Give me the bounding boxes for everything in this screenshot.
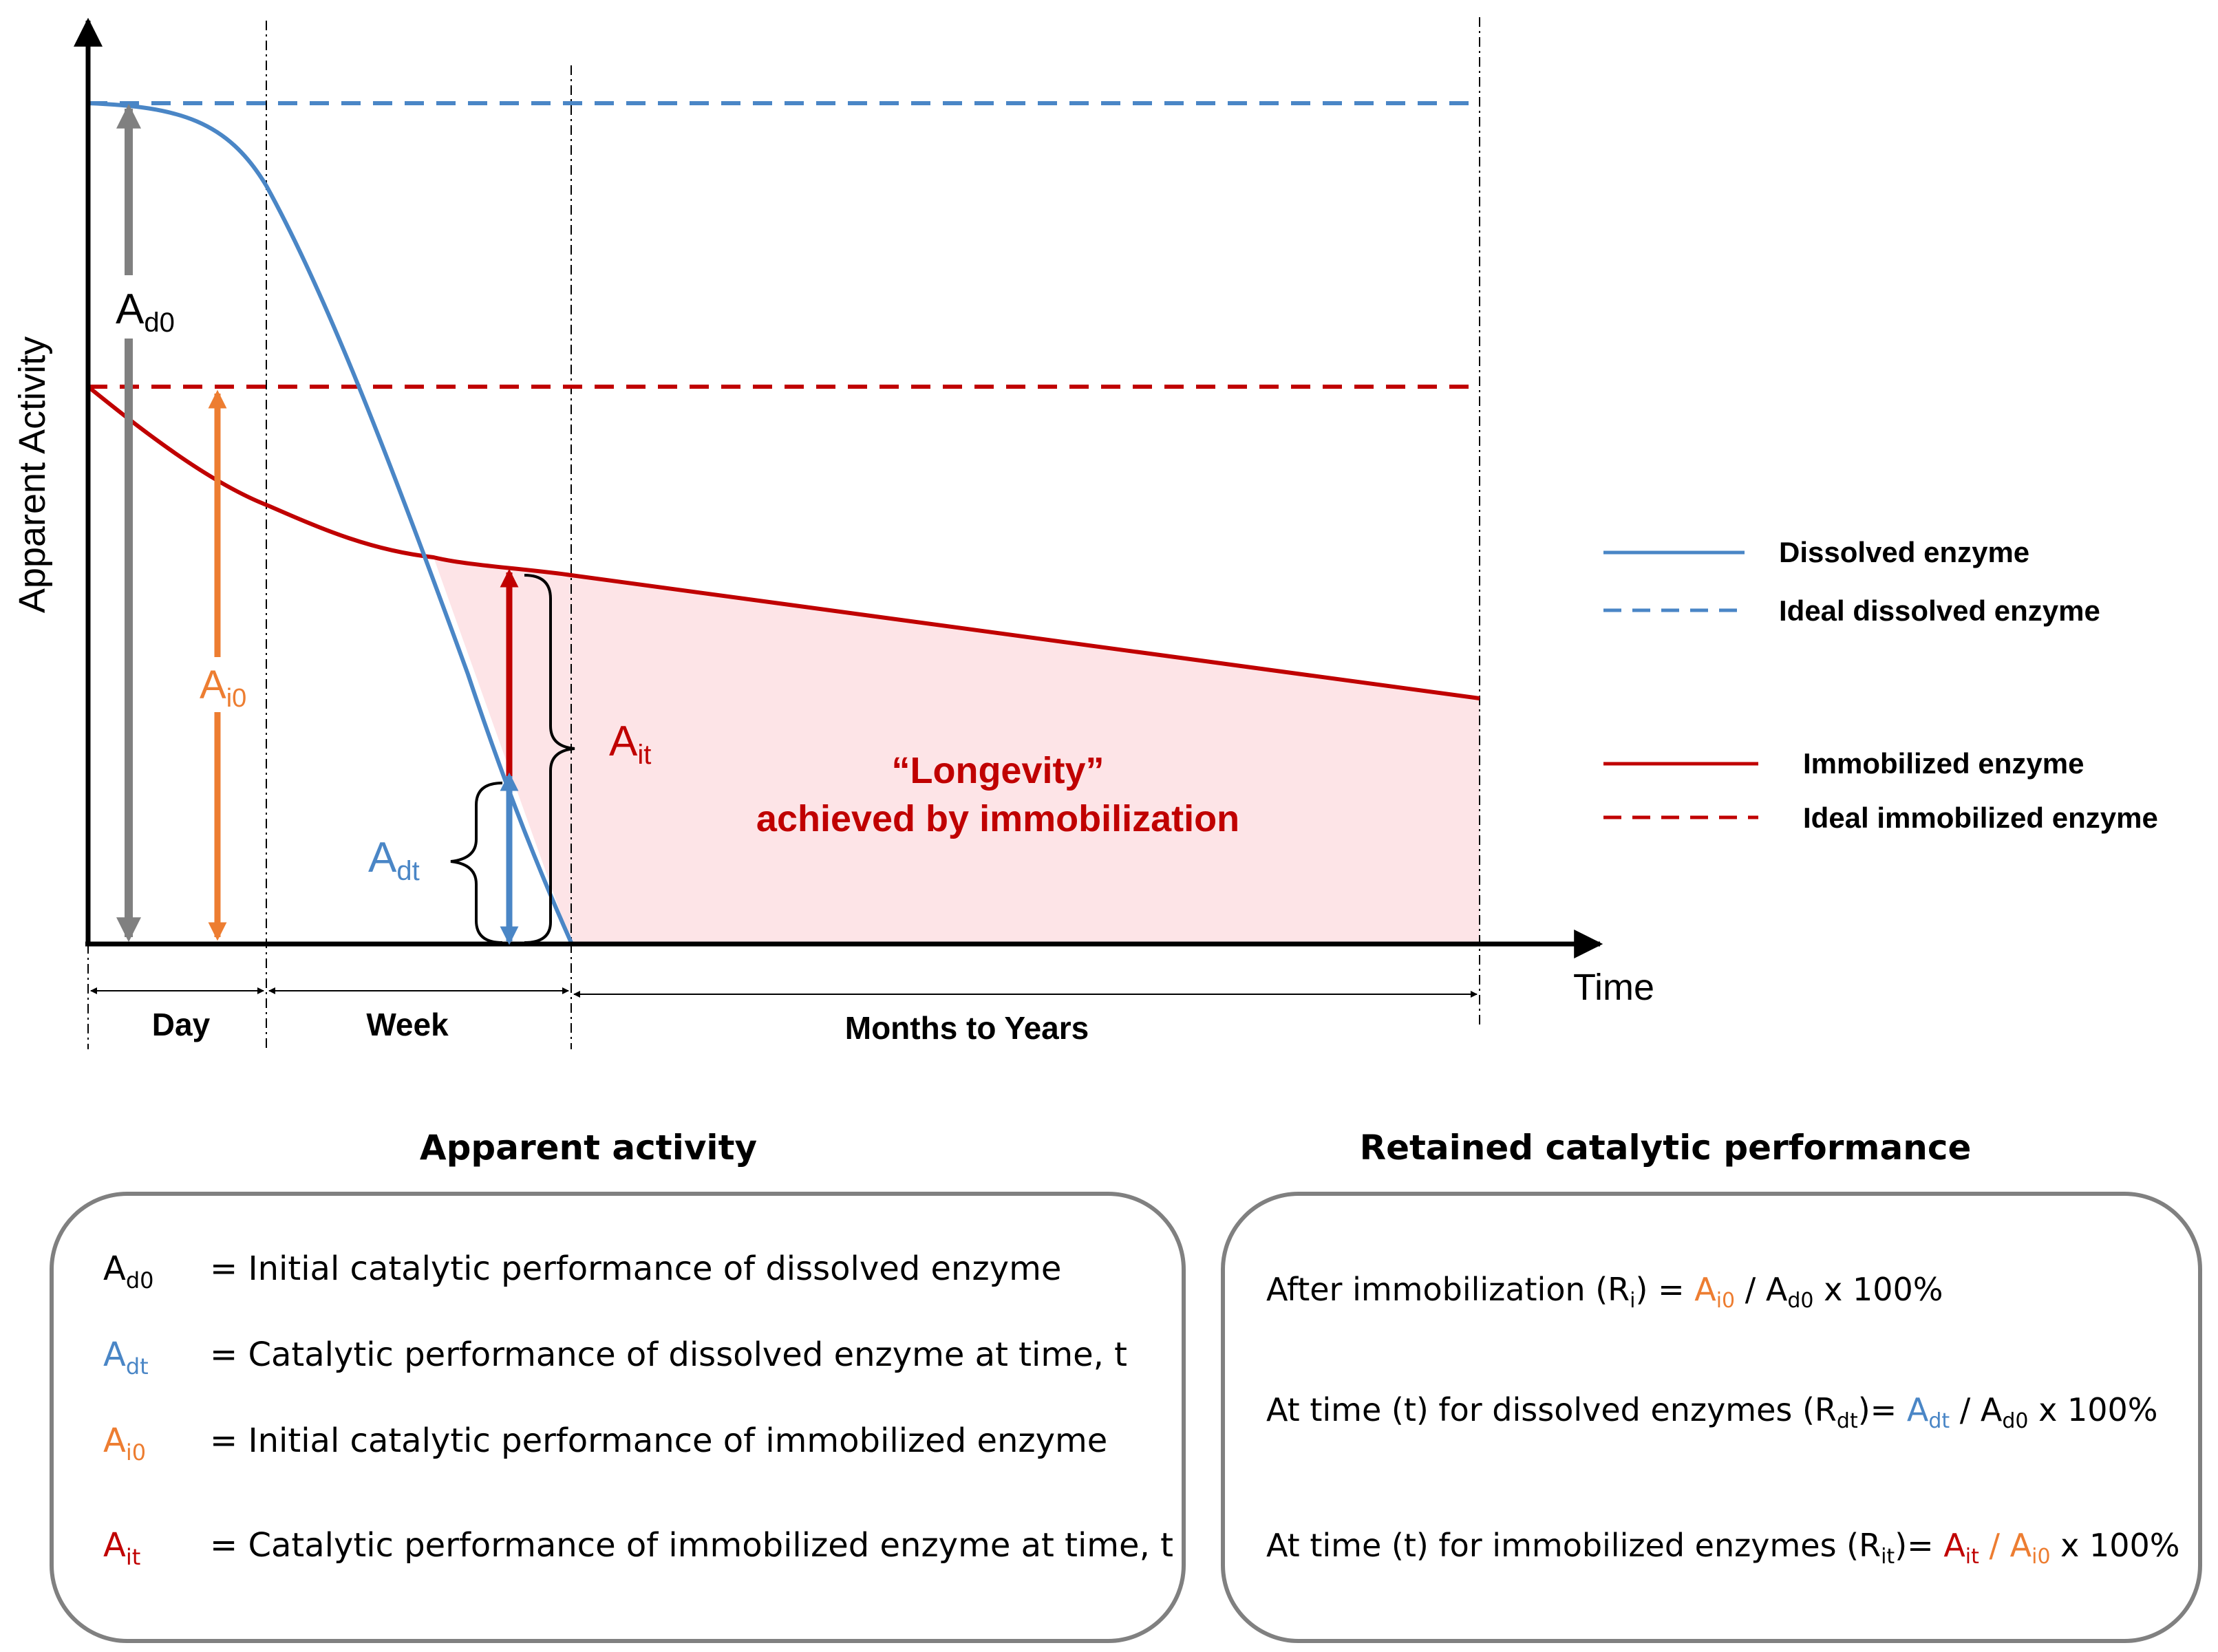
def-symbol-ait: A [103,1526,126,1565]
immobilized-curve [87,385,1480,700]
period-guides [266,17,1480,1049]
apparent-box-rows: Ad0 = Initial catalytic performance of d… [103,1249,1173,1573]
apparent-box [50,1192,1186,1643]
legend-ideal-dissolved-label: Ideal dissolved enzyme [1779,594,2100,627]
retained-box-rows: After immobilization (Ri) = Ai0 / Ad0 x … [1266,1271,2180,1569]
def-symbol-ad0: A [103,1249,126,1288]
longevity-title: “Longevity” [891,750,1104,791]
formula-immobilized-at-t: At time (t) for immobilized enzymes (Rit… [1266,1527,2180,1569]
adt-brace [450,782,503,944]
def-row-ait: Ait = Catalytic performance of immobiliz… [103,1526,1173,1573]
retained-box-title: Retained catalytic performance [1360,1128,1972,1168]
retained-box [1221,1192,2202,1643]
ad0-label-bg [110,275,204,339]
dissolved-curve [87,101,573,944]
legend: Dissolved enzyme Ideal dissolved enzyme … [1603,536,2158,834]
adt-label: Adt [368,834,420,886]
y-axis-label: Apparent Activity [12,336,53,613]
def-symbol-adt: A [103,1335,126,1374]
x-axis-label: Time [1573,967,1654,1008]
def-symbol-ai0: A [103,1422,126,1460]
def-row-ai0: Ai0 = Initial catalytic performance of i… [103,1422,1107,1468]
period-day-label: Day [152,1007,211,1042]
formula-dissolved-at-t: At time (t) for dissolved enzymes (Rdt)=… [1266,1391,2157,1433]
formula-after-immobilization: After immobilization (Ri) = Ai0 / Ad0 x … [1266,1271,1943,1313]
longevity-subtitle: achieved by immobilization [756,798,1239,839]
def-row-adt: Adt = Catalytic performance of dissolved… [103,1335,1127,1382]
ait-brace [524,574,575,944]
period-week-label: Week [366,1007,449,1042]
ait-label: Ait [609,718,651,770]
period-arrows [90,987,1478,998]
legend-immobilized-label: Immobilized enzyme [1803,747,2084,780]
def-row-ad0: Ad0 = Initial catalytic performance of d… [103,1249,1061,1296]
ai0-label: Ai0 [200,663,246,713]
legend-ideal-immobilized-label: Ideal immobilized enzyme [1803,802,2158,834]
ad0-label: Ad0 [116,286,175,338]
legend-dissolved-label: Dissolved enzyme [1779,536,2029,568]
apparent-box-title: Apparent activity [420,1128,757,1168]
ai0-label-bg [196,657,258,712]
longevity-region [434,557,1480,943]
period-months-label: Months to Years [845,1010,1089,1046]
